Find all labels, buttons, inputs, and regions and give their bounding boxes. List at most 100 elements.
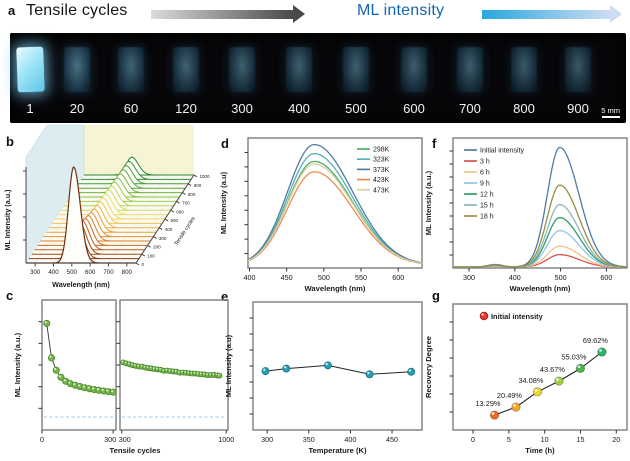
- legend-label: 18 h: [480, 214, 494, 221]
- ml-intensity-gradient-arrow: [482, 5, 622, 23]
- svg-text:500: 500: [318, 273, 330, 282]
- svg-text:500: 500: [555, 273, 567, 282]
- f-ticks: [449, 150, 607, 272]
- svg-text:450: 450: [386, 435, 398, 444]
- cycle-count-label: 20: [69, 101, 85, 116]
- cycle-count-label: 1: [26, 101, 34, 116]
- recovery-percent-label: 34.08%: [518, 376, 543, 385]
- legend: 298K 323K 373K 423K 473K: [357, 147, 390, 194]
- cycle-count-label: 700: [459, 101, 481, 116]
- y-axis-label: ML Intensity (a.u.): [3, 189, 12, 251]
- legend-label: 15 h: [480, 203, 494, 210]
- svg-text:500: 500: [67, 269, 78, 276]
- scale-bar: 5 mm: [601, 106, 620, 118]
- y-axis-label: ML Intensity (a.u.): [424, 170, 433, 235]
- legend-label: Initial intensity: [480, 148, 524, 155]
- svg-text:1000: 1000: [218, 435, 234, 444]
- panel-label-a: a: [8, 3, 16, 18]
- svg-text:300: 300: [463, 273, 475, 282]
- e-ticks: [249, 317, 393, 434]
- g-ticks: [449, 321, 617, 434]
- cycle-count-label: 600: [403, 101, 425, 116]
- svg-text:400: 400: [344, 435, 356, 444]
- recovery-line: [494, 351, 603, 416]
- panel-label-e: e: [221, 289, 229, 304]
- legend-label: 323K: [373, 157, 390, 164]
- temperature-spectra-chart: 400 450 500 550 600 Wavelength (nm) ML Intensi…: [219, 137, 423, 293]
- svg-text:400: 400: [509, 273, 521, 282]
- x-axis-label: Wavelength (nm): [510, 284, 571, 293]
- svg-text:400: 400: [165, 227, 173, 232]
- c0-ticks: [38, 321, 114, 434]
- x-axis-label: Wavelength (nm): [52, 280, 110, 289]
- svg-text:0: 0: [40, 435, 44, 444]
- svg-text:300: 300: [119, 435, 131, 444]
- svg-text:5: 5: [507, 435, 511, 444]
- y-axis-label: ML Intensity (a.u.): [13, 332, 22, 397]
- svg-text:800: 800: [122, 269, 133, 276]
- curve-cycle-850: [75, 169, 186, 189]
- svg-text:10: 10: [541, 435, 549, 444]
- d-frame: [247, 137, 423, 269]
- panel-label-c: c: [6, 288, 14, 303]
- svg-text:800: 800: [188, 192, 196, 197]
- ml-sample: [457, 47, 483, 92]
- back-wall: [84, 125, 194, 175]
- recovery-percent-label: 13.29%: [475, 399, 500, 408]
- ml-sample: [16, 46, 45, 93]
- svg-text:600: 600: [85, 269, 96, 276]
- recovery-percent-label: 20.49%: [497, 391, 522, 400]
- svg-text:20: 20: [612, 435, 620, 444]
- ml-sample: [64, 47, 90, 92]
- tensile-cycles-title: Tensile cycles: [26, 2, 128, 19]
- svg-text:200: 200: [153, 245, 161, 250]
- svg-text:0: 0: [142, 262, 145, 267]
- curve-cycle-700: [66, 181, 177, 202]
- svg-text:400: 400: [243, 273, 255, 282]
- ml-sample: [286, 47, 312, 92]
- tensile-cycles-gradient-arrow: [151, 5, 305, 23]
- y-axis-label: Recovery Degree: [424, 336, 433, 398]
- recovery-percent-label: 55.03%: [561, 352, 586, 361]
- x-axis-label: Temperature (K): [308, 446, 367, 455]
- temperature-stability-chart: 300 350 400 450 Temperature (K) ML Intensity …: [224, 301, 423, 455]
- decay-markers: [43, 319, 117, 396]
- svg-text:900: 900: [194, 183, 202, 188]
- cycle-count-label: 800: [513, 101, 535, 116]
- series-323K: [247, 152, 423, 264]
- recovery-percent-label: 69.62%: [583, 336, 608, 345]
- curve-cycle-200: [37, 218, 148, 246]
- y-axis-label: ML Intensity (a.u): [219, 171, 228, 234]
- d-ticks: [244, 151, 399, 272]
- curve-cycle-900: [78, 165, 189, 185]
- recovery-degree-chart: 0 5 10 15 20 Time (h) Recovery Degree 13.29%20.…: [424, 303, 628, 455]
- cycle-count-label: 400: [288, 101, 310, 116]
- svg-text:100: 100: [147, 253, 155, 258]
- legend-label: 12 h: [480, 192, 494, 199]
- arrow-head-icon: [293, 5, 305, 23]
- series-423K: [247, 171, 423, 265]
- ml-intensity-title: ML intensity: [357, 2, 445, 19]
- ml-sample: [401, 47, 427, 92]
- g-frame: [452, 303, 628, 431]
- recovery-percent-label: 43.67%: [540, 365, 565, 374]
- svg-text:300: 300: [104, 435, 116, 444]
- decay-markers: [120, 359, 223, 379]
- legend-label: 9 h: [480, 181, 490, 188]
- svg-text:450: 450: [281, 273, 293, 282]
- ml-photo-strip: 5 mm 1 20 60 120 300 400 500 600 700 800 900: [10, 33, 626, 123]
- ml-sample: [565, 47, 591, 92]
- ml-sample: [229, 47, 255, 92]
- panel-label-f: f: [432, 136, 437, 151]
- ml-sample: [173, 47, 199, 92]
- series-473K: [247, 163, 423, 264]
- curve-cycle-250: [40, 215, 151, 242]
- tensile-decay-chart: 0 300 300 1000 Tensile cycles ML Intensity (a…: [13, 299, 234, 455]
- svg-text:600: 600: [176, 209, 184, 214]
- y-axis-label: ML Intensity (a.u): [224, 334, 233, 397]
- svg-text:1000: 1000: [200, 174, 211, 179]
- x-axis-label: Wavelength (nm): [305, 284, 366, 293]
- legend-label: 473K: [373, 187, 390, 194]
- legend-label: 298K: [373, 147, 390, 154]
